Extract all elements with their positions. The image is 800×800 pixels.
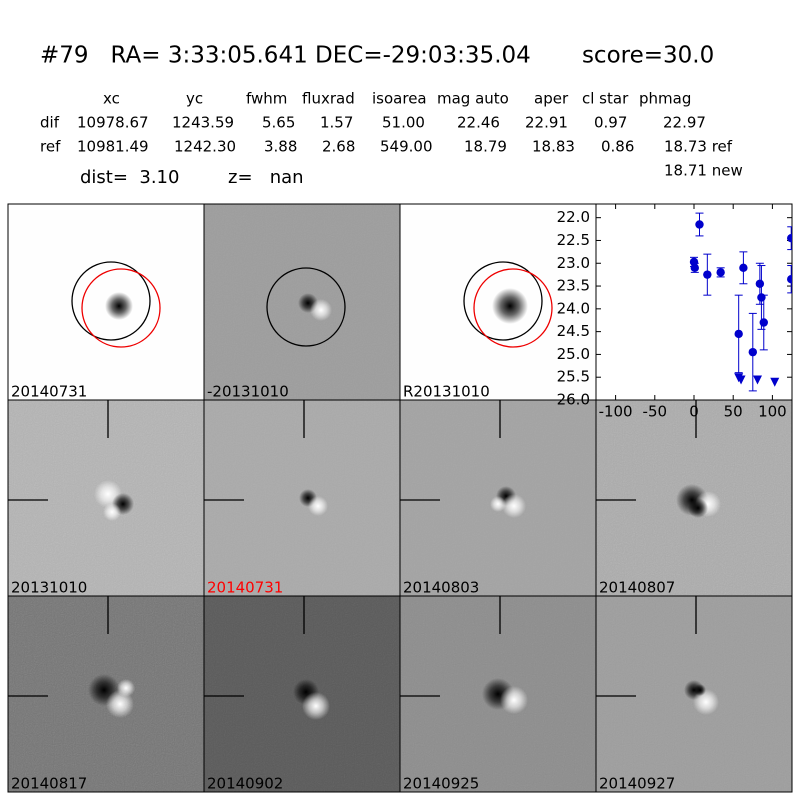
table-cell: 1243.59 — [172, 114, 234, 132]
table-cell: 5.65 — [262, 114, 295, 132]
y-tick-label: 23.5 — [557, 277, 590, 295]
table-cell: 1.57 — [320, 114, 353, 132]
redshift: z= nan — [228, 167, 304, 188]
table-cell: 18.83 — [532, 138, 575, 156]
source-blob — [500, 686, 528, 714]
x-tick-label: -100 — [599, 403, 633, 421]
source-blob — [492, 288, 528, 324]
source-blob — [106, 690, 134, 718]
y-tick-label: 26.0 — [557, 391, 590, 409]
source-blob — [688, 498, 708, 518]
aperture-circle — [71, 261, 151, 341]
phmag-new: 18.71 new — [664, 162, 743, 180]
stamp-label: 20140902 — [207, 775, 283, 793]
data-point — [787, 233, 792, 243]
table-cell: 22.46 — [457, 114, 500, 132]
row-label: dif — [40, 114, 60, 132]
x-tick-label: 50 — [724, 403, 743, 421]
column-header: xc — [103, 90, 120, 108]
column-header: phmag — [639, 90, 691, 108]
table-cell: 3.88 — [264, 138, 297, 156]
aperture-circle — [266, 267, 346, 347]
source-blob — [302, 692, 330, 720]
row-label: ref — [40, 138, 61, 156]
stamp-label: 20140807 — [599, 579, 675, 597]
y-tick-label: 23.0 — [557, 254, 590, 272]
source-blob — [310, 299, 332, 321]
title: #79 RA= 3:33:05.641 DEC=-29:03:35.04 sco… — [40, 43, 714, 69]
upper-limit — [736, 375, 746, 385]
data-point — [703, 270, 712, 279]
source-blob — [117, 679, 135, 697]
source-blob — [490, 496, 506, 512]
table-cell: 22.97 — [663, 114, 706, 132]
source-blob — [105, 292, 133, 320]
data-point — [695, 220, 704, 229]
data-point — [787, 275, 792, 284]
stamp-label: 20140803 — [403, 579, 479, 597]
plot-area — [595, 203, 793, 401]
table-cell: 10981.49 — [77, 138, 149, 156]
stamp-frame — [595, 595, 793, 793]
source-blob — [502, 494, 526, 518]
data-point — [748, 347, 757, 357]
aperture-circle — [463, 261, 543, 341]
column-header: mag auto — [437, 90, 509, 108]
y-tick-label: 25.0 — [557, 345, 590, 363]
upper-limit — [770, 377, 780, 387]
data-point — [734, 329, 743, 339]
y-tick-label: 24.5 — [557, 322, 590, 340]
table-cell: 10978.67 — [77, 114, 149, 132]
y-tick-label: 22.0 — [557, 208, 590, 226]
column-header: isoarea — [372, 90, 427, 108]
table-cell: 51.00 — [382, 114, 425, 132]
column-header: cl star — [582, 90, 629, 108]
source-blob — [694, 684, 706, 696]
column-header: fwhm — [246, 90, 287, 108]
column-header: aper — [534, 90, 569, 108]
y-tick-label: 22.5 — [557, 231, 590, 249]
y-tick-label: 24.0 — [557, 299, 590, 317]
stamp-label: 20140817 — [11, 775, 87, 793]
data-point — [716, 268, 725, 277]
table-cell: 22.91 — [525, 114, 568, 132]
data-point — [759, 318, 768, 327]
table-cell: 18.79 — [464, 138, 507, 156]
x-tick-label: 0 — [689, 403, 699, 421]
source-blob — [308, 496, 328, 516]
stamp-label: R20131010 — [403, 383, 490, 401]
table-cell: 0.86 — [601, 138, 634, 156]
reference-circle — [81, 268, 161, 348]
x-tick-label: -50 — [643, 403, 668, 421]
table-cell: 1242.30 — [174, 138, 236, 156]
y-tick-label: 25.5 — [557, 368, 590, 386]
data-point — [690, 263, 699, 273]
data-point — [757, 293, 766, 302]
stamp-label: 20131010 — [11, 579, 87, 597]
reference-circle — [473, 268, 553, 348]
stamp-label: -20131010 — [207, 383, 289, 401]
table-cell: 2.68 — [322, 138, 355, 156]
upper-limit — [753, 375, 763, 385]
stamp-label: 20140731 — [207, 579, 283, 597]
table-cell: 18.73 ref — [664, 138, 733, 156]
column-header: yc — [186, 90, 203, 108]
column-header: fluxrad — [302, 90, 355, 108]
table-cell: 0.97 — [594, 114, 627, 132]
x-tick-label: 100 — [758, 403, 787, 421]
stamp-label: 20140927 — [599, 775, 675, 793]
data-point — [739, 263, 748, 273]
stamp-label: 20140925 — [403, 775, 479, 793]
source-blob — [103, 503, 121, 521]
dist: dist= 3.10 — [80, 167, 179, 188]
data-point — [755, 279, 765, 288]
table-cell: 549.00 — [380, 138, 433, 156]
stamp-label: 20140731 — [11, 383, 87, 401]
